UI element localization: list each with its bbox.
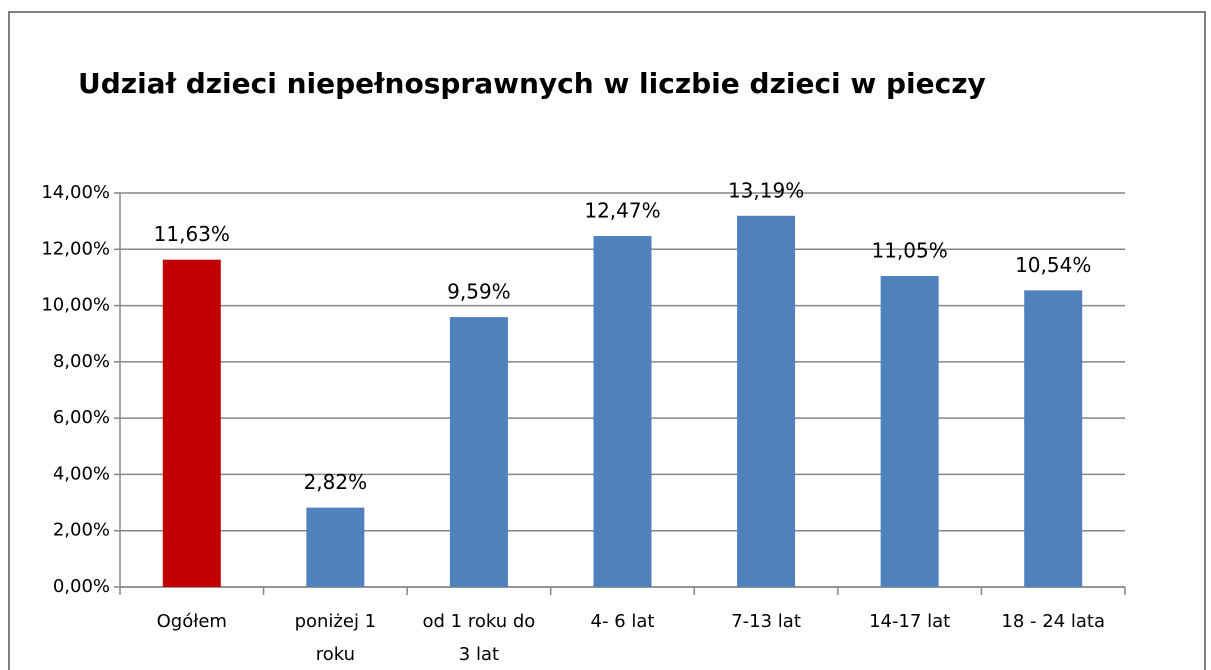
bar — [1024, 290, 1083, 587]
bar — [449, 317, 508, 587]
x-tick-label: Ogółem — [157, 611, 227, 632]
bar — [880, 276, 939, 587]
chart-title: Udział dzieci niepełnosprawnych w liczbi… — [78, 67, 986, 100]
bar — [593, 236, 652, 587]
chart-frame — [8, 11, 1206, 670]
bar — [737, 215, 796, 587]
value-label: 11,63% — [154, 222, 230, 246]
value-label: 9,59% — [447, 280, 511, 304]
bar — [162, 259, 221, 587]
x-tick-label: 4- 6 lat — [591, 611, 655, 632]
y-tick-label: 10,00% — [41, 295, 110, 316]
bar — [306, 507, 365, 587]
value-label: 13,19% — [728, 178, 804, 202]
x-tick-label: poniżej 1 roku — [295, 611, 377, 665]
y-tick-label: 2,00% — [53, 520, 110, 541]
value-label: 12,47% — [584, 199, 660, 223]
x-tick-label: 7-13 lat — [731, 611, 801, 632]
y-tick-label: 4,00% — [53, 463, 110, 484]
y-tick-label: 6,00% — [53, 407, 110, 428]
value-label: 2,82% — [304, 470, 368, 494]
x-tick-label: 14-17 lat — [869, 611, 950, 632]
y-tick-label: 14,00% — [41, 182, 110, 203]
x-tick-label: od 1 roku do 3 lat — [423, 611, 536, 665]
value-label: 10,54% — [1015, 253, 1091, 277]
y-tick-label: 8,00% — [53, 351, 110, 372]
y-tick-label: 0,00% — [53, 576, 110, 597]
y-tick-label: 12,00% — [41, 238, 110, 259]
x-tick-label: 18 - 24 lata — [1001, 611, 1105, 632]
value-label: 11,05% — [872, 239, 948, 263]
